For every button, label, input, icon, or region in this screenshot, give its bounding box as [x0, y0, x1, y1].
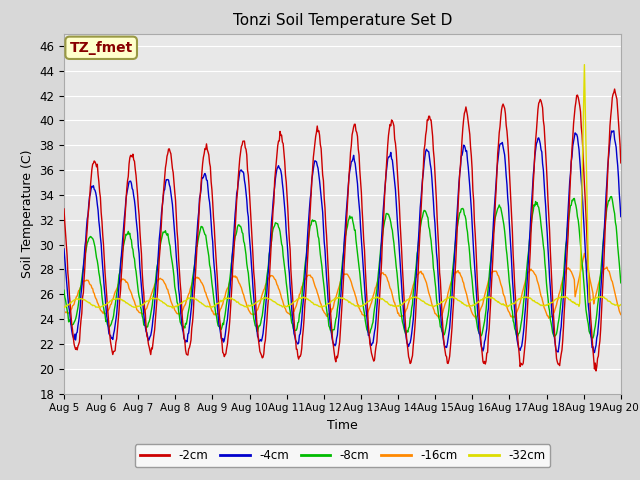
- X-axis label: Time: Time: [327, 419, 358, 432]
- Text: TZ_fmet: TZ_fmet: [70, 41, 133, 55]
- Legend: -2cm, -4cm, -8cm, -16cm, -32cm: -2cm, -4cm, -8cm, -16cm, -32cm: [135, 444, 550, 467]
- Title: Tonzi Soil Temperature Set D: Tonzi Soil Temperature Set D: [233, 13, 452, 28]
- Y-axis label: Soil Temperature (C): Soil Temperature (C): [20, 149, 34, 278]
